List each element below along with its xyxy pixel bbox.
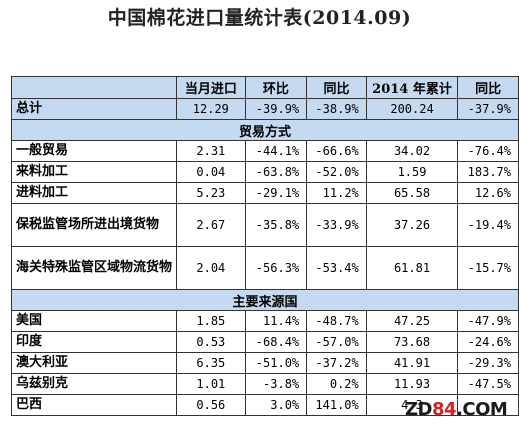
cell-yoy: 141.0%	[306, 394, 367, 416]
total-row: 总计 12.29 -39.9% -38.9% 200.24 -37.9%	[10, 98, 519, 120]
cell-monthly: 0.53	[176, 331, 246, 353]
cell-mom: 11.4%	[244, 310, 308, 332]
cell-monthly: 2.04	[176, 246, 246, 290]
cell-ytd: 41.91	[365, 352, 459, 374]
cell-yoy: -37.2%	[306, 352, 367, 374]
table-row: 印度 0.53 -68.4% -57.0% 73.68 -24.6%	[10, 331, 519, 353]
table-row: 海关特殊监管区域物流货物 2.04 -56.3% -53.4% 61.81 -1…	[10, 246, 519, 290]
header-cell-ytd-yoy: 同比	[457, 76, 519, 99]
header-cell-monthly-import: 当月进口	[176, 76, 246, 99]
section-title: 主要来源国	[11, 289, 519, 311]
cell-monthly: 1.01	[176, 373, 246, 395]
cell-ytd: 37.26	[365, 203, 459, 247]
cell-ytd-yoy: -76.4%	[457, 140, 519, 162]
cell-yoy: 11.2%	[306, 182, 367, 204]
watermark-suffix: .COM	[456, 399, 508, 420]
cell-ytd: 61.81	[365, 246, 459, 290]
header-cell-empty	[10, 76, 178, 99]
cell-ytd: 65.58	[365, 182, 459, 204]
header-cell-ytd: 2014 年累计	[365, 76, 459, 99]
watermark-number: 84	[432, 399, 457, 420]
cell-monthly: 12.29	[176, 98, 246, 120]
header-cell-yoy: 同比	[306, 76, 367, 99]
cell-mom: -29.1%	[244, 182, 308, 204]
cell-monthly: 6.35	[176, 352, 246, 374]
cell-mom: -56.3%	[244, 246, 308, 290]
cell-mom: 3.0%	[244, 394, 308, 416]
cell-mom: -44.1%	[244, 140, 308, 162]
cell-ytd-yoy: -29.3%	[457, 352, 519, 374]
cell-ytd-yoy: 183.7%	[457, 161, 519, 183]
cell-monthly: 2.67	[176, 203, 246, 247]
cell-yoy: -38.9%	[306, 98, 367, 120]
cell-ytd: 47.25	[365, 310, 459, 332]
header-row: 当月进口 环比 同比 2014 年累计 同比	[10, 76, 519, 99]
section-header-trade: 贸易方式	[11, 119, 519, 141]
table-row: 一般贸易 2.31 -44.1% -66.6% 34.02 -76.4%	[10, 140, 519, 162]
cell-yoy: -52.0%	[306, 161, 367, 183]
table-row: 进料加工 5.23 -29.1% 11.2% 65.58 12.6%	[10, 182, 519, 204]
row-label: 澳大利亚	[10, 352, 178, 374]
cell-ytd-yoy: -19.4%	[457, 203, 519, 247]
row-label: 来料加工	[10, 161, 178, 183]
cell-mom: -68.4%	[244, 331, 308, 353]
table-row: 巴西 0.56 3.0% 141.0% 4.3	[10, 394, 519, 416]
cell-monthly: 0.56	[176, 394, 246, 416]
cell-mom: -63.8%	[244, 161, 308, 183]
cell-yoy: -48.7%	[306, 310, 367, 332]
header-cell-mom: 环比	[244, 76, 308, 99]
cell-yoy: -53.4%	[306, 246, 367, 290]
cell-yoy: -66.6%	[306, 140, 367, 162]
table-row: 美国 1.85 11.4% -48.7% 47.25 -47.9%	[10, 310, 519, 332]
cell-ytd-yoy: 12.6%	[457, 182, 519, 204]
cell-monthly: 0.04	[176, 161, 246, 183]
table-row: 来料加工 0.04 -63.8% -52.0% 1.59 183.7%	[10, 161, 519, 183]
cell-mom: -3.8%	[244, 373, 308, 395]
cell-yoy: 0.2%	[306, 373, 367, 395]
cell-ytd: 4.3	[365, 394, 459, 416]
cell-monthly: 2.31	[176, 140, 246, 162]
table-row: 乌兹别克 1.01 -3.8% 0.2% 11.93 -47.5%	[10, 373, 519, 395]
row-label: 保税监管场所进出境货物	[10, 203, 178, 247]
cell-ytd: 73.68	[365, 331, 459, 353]
cell-ytd-yoy: -47.5%	[457, 373, 519, 395]
cell-monthly: 1.85	[176, 310, 246, 332]
cell-ytd-yoy: -24.6%	[457, 331, 519, 353]
table-row: 保税监管场所进出境货物 2.67 -35.8% -33.9% 37.26 -19…	[10, 203, 519, 247]
cell-monthly: 5.23	[176, 182, 246, 204]
cell-mom: -39.9%	[244, 98, 308, 120]
section-title: 贸易方式	[11, 119, 519, 141]
row-label: 美国	[10, 310, 178, 332]
table-row: 澳大利亚 6.35 -51.0% -37.2% 41.91 -29.3%	[10, 352, 519, 374]
watermark-logo: ZD84.COM	[405, 399, 508, 420]
watermark-prefix: ZD	[405, 399, 433, 420]
row-label: 乌兹别克	[10, 373, 178, 395]
page-title: 中国棉花进口量统计表(2014.09)	[107, 7, 412, 29]
row-label: 巴西	[10, 394, 178, 416]
row-label: 印度	[10, 331, 178, 353]
cell-ytd: 11.93	[365, 373, 459, 395]
cell-ytd: 1.59	[365, 161, 459, 183]
section-header-source: 主要来源国	[11, 289, 519, 311]
cell-yoy: -57.0%	[306, 331, 367, 353]
cotton-import-table: 当月进口 环比 同比 2014 年累计 同比 总计 12.29 -39.9% -…	[10, 76, 519, 416]
cell-mom: -35.8%	[244, 203, 308, 247]
cell-ytd-yoy: -37.9%	[457, 98, 519, 120]
row-label: 一般贸易	[10, 140, 178, 162]
row-label: 总计	[10, 98, 178, 120]
cell-ytd: 34.02	[365, 140, 459, 162]
cell-yoy: -33.9%	[306, 203, 367, 247]
row-label: 进料加工	[10, 182, 178, 204]
cell-mom: -51.0%	[244, 352, 308, 374]
cell-ytd: 200.24	[365, 98, 459, 120]
row-label: 海关特殊监管区域物流货物	[10, 246, 178, 290]
cell-ytd-yoy	[457, 394, 519, 416]
cell-ytd-yoy: -15.7%	[457, 246, 519, 290]
cell-ytd-yoy: -47.9%	[457, 310, 519, 332]
